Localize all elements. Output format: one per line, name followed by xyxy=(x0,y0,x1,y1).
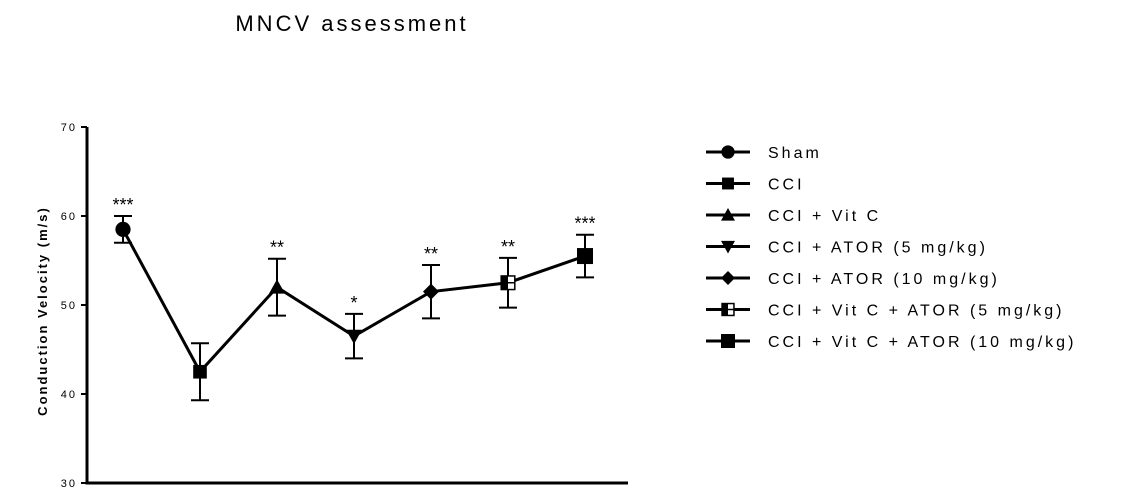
legend-label: CCI + ATOR (10 mg/kg) xyxy=(768,271,1000,288)
legend-item: CCI + ATOR (10 mg/kg) xyxy=(706,271,1000,288)
legend-item: CCI + ATOR (5 mg/kg) xyxy=(706,240,988,257)
axes: 30 40 50 60 70 xyxy=(61,122,628,490)
y-tick-label: 50 xyxy=(61,300,77,312)
y-tick-label: 40 xyxy=(61,389,77,401)
marker-square-large xyxy=(577,248,593,265)
legend-label: CCI xyxy=(768,177,805,194)
chart-title: MNCV assessment xyxy=(235,11,468,36)
data-point-marker xyxy=(500,275,516,291)
marker-triangle-up xyxy=(721,208,735,221)
legend-marker xyxy=(721,240,735,254)
marker-square xyxy=(722,177,734,190)
legend-marker xyxy=(721,334,735,348)
legend-item: CCI + Vit C xyxy=(706,208,881,225)
legend-marker xyxy=(721,208,735,221)
legend-item: CCI + Vit C + ATOR (5 mg/kg) xyxy=(706,302,1065,320)
data-point-marker xyxy=(346,329,362,345)
significance-labels-group: ******** ***** xyxy=(112,195,595,313)
marker-square-large xyxy=(721,334,735,348)
y-tick-label: 30 xyxy=(61,478,77,490)
legend: Sham CCI CCI + Vit C CCI + ATOR (5 mg/kg) CC… xyxy=(706,145,1076,351)
significance-label: *** xyxy=(112,195,133,215)
legend-item: CCI + Vit C + ATOR (10 mg/kg) xyxy=(706,334,1076,351)
legend-item: Sham xyxy=(706,145,822,162)
marker-circle xyxy=(115,221,131,237)
y-tick-label: 60 xyxy=(61,211,77,223)
marker-circle xyxy=(721,145,735,159)
legend-marker xyxy=(721,145,735,159)
significance-label: ** xyxy=(501,237,515,257)
legend-marker xyxy=(721,302,735,317)
data-point-marker xyxy=(115,221,131,237)
data-point-marker xyxy=(577,248,593,265)
legend-marker xyxy=(721,271,735,285)
legend-label: Sham xyxy=(768,145,822,162)
marker-triangle-up xyxy=(269,279,285,294)
legend-label: CCI + Vit C + ATOR (5 mg/kg) xyxy=(768,303,1065,320)
significance-label: ** xyxy=(424,244,438,264)
marker-diamond xyxy=(423,283,439,300)
significance-label: *** xyxy=(574,214,595,234)
marker-diamond xyxy=(721,271,735,285)
legend-item: CCI xyxy=(706,177,805,194)
data-point-marker xyxy=(423,283,439,300)
significance-label: ** xyxy=(270,238,284,258)
data-point-marker xyxy=(269,279,285,294)
markers-group xyxy=(115,221,593,379)
significance-label: * xyxy=(350,293,357,313)
data-point-marker xyxy=(193,364,207,379)
legend-marker xyxy=(722,177,734,190)
legend-label: CCI + Vit C xyxy=(768,208,881,225)
marker-square xyxy=(193,364,207,379)
legend-label: CCI + Vit C + ATOR (10 mg/kg) xyxy=(768,334,1076,351)
y-tick-label: 70 xyxy=(61,122,77,134)
y-axis-label: Conduction Velocity (m/s) xyxy=(35,206,50,416)
marker-triangle-down xyxy=(721,240,735,254)
legend-label: CCI + ATOR (5 mg/kg) xyxy=(768,240,988,257)
marker-triangle-down xyxy=(346,329,362,345)
